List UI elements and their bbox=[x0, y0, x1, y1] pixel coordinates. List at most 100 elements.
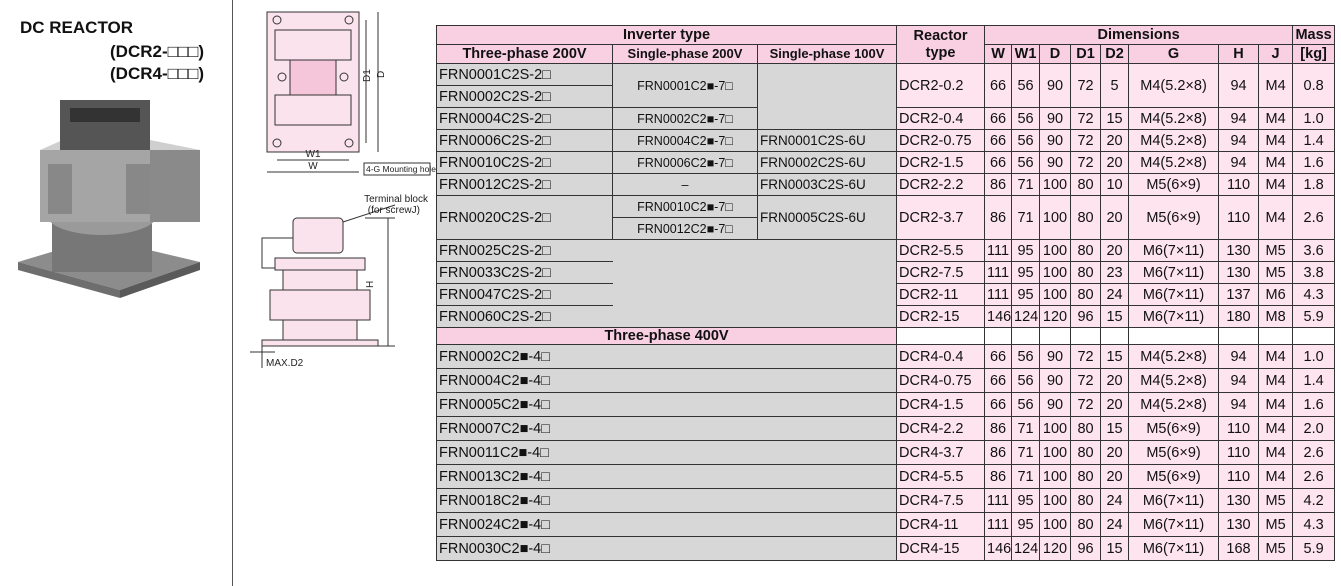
table-cell: FRN0010C2S-2□ bbox=[436, 151, 613, 174]
table-cell: DCR2-3.7 bbox=[896, 195, 986, 240]
table-cell: 80 bbox=[1070, 195, 1102, 240]
table-cell: 56 bbox=[1011, 107, 1041, 130]
table-cell: 100 bbox=[1039, 283, 1072, 306]
table-cell: 86 bbox=[984, 440, 1013, 465]
table-cell: M5 bbox=[1258, 512, 1294, 537]
table-cell: 130 bbox=[1218, 512, 1260, 537]
table-cell: 130 bbox=[1218, 488, 1260, 513]
table-cell: FRN0047C2S-2□ bbox=[436, 283, 613, 306]
table-cell: DCR2-5.5 bbox=[896, 239, 986, 262]
table-row: FRN0006C2S-2□ FRN0004C2■-7□ FRN0001C2S-6U D… bbox=[436, 129, 1336, 152]
table-cell: 56 bbox=[1011, 368, 1041, 393]
table-cell: M6(7×11) bbox=[1128, 283, 1220, 306]
dimension-label: 4-G Mounting hole bbox=[366, 164, 436, 174]
table-cell: 100 bbox=[1039, 440, 1072, 465]
table-cell: 111 bbox=[984, 488, 1013, 513]
table-cell: FRN0006C2S-2□ bbox=[436, 129, 613, 152]
table-cell: 10 bbox=[1100, 173, 1130, 196]
table-cell: 66 bbox=[984, 107, 1013, 130]
table-cell: 80 bbox=[1070, 512, 1102, 537]
header-cell: Mass bbox=[1292, 25, 1336, 45]
table-cell: DCR4-11 bbox=[896, 512, 986, 537]
table-cell: M4 bbox=[1258, 195, 1294, 240]
table-cell: 72 bbox=[1070, 368, 1102, 393]
outline-drawing bbox=[266, 11, 431, 176]
table-cell: 80 bbox=[1070, 261, 1102, 284]
header-cell: D bbox=[1039, 44, 1072, 64]
table-cell: 120 bbox=[1039, 536, 1072, 561]
table-cell: FRN0001C2S-6U bbox=[756, 129, 898, 152]
table-cell: 56 bbox=[1011, 392, 1041, 417]
table-cell: 94 bbox=[1218, 151, 1260, 174]
table-cell: 86 bbox=[984, 173, 1013, 196]
table-cell: 86 bbox=[984, 464, 1013, 489]
table-row: FRN0001C2S-2□ FRN0001C2■-7□ DCR2-0.2 66 56 90… bbox=[436, 63, 1336, 108]
table-cell: M6(7×11) bbox=[1128, 239, 1220, 262]
table-cell: FRN0003C2S-6U bbox=[756, 173, 898, 196]
reactor-table: Inverter type Reactor type Dimensions Ma… bbox=[435, 25, 1336, 561]
table-cell: 20 bbox=[1100, 129, 1130, 152]
table-cell: 71 bbox=[1011, 416, 1041, 441]
table-cell: 72 bbox=[1070, 107, 1102, 130]
table-cell: FRN0010C2■-7□ bbox=[612, 195, 758, 218]
table-cell: FRN0007C2■-4□ bbox=[435, 416, 898, 441]
table-row: FRN0018C2■-4□ DCR4-7.5 111 95 100 80 24 M6(7×11… bbox=[435, 488, 1336, 513]
table-cell: M4 bbox=[1258, 416, 1294, 441]
header-cell: G bbox=[1128, 44, 1220, 64]
table-cell: 1.4 bbox=[1292, 368, 1336, 393]
table-cell: M5 bbox=[1258, 239, 1294, 262]
table-cell: 56 bbox=[1011, 151, 1041, 174]
table-cell: 56 bbox=[1011, 63, 1041, 108]
table-cell: 72 bbox=[1070, 129, 1102, 152]
model-range: (DCR2-□□□) bbox=[110, 42, 205, 61]
table-cell: FRN0006C2■-7□ bbox=[612, 151, 758, 174]
table-cell: 146 bbox=[984, 536, 1013, 561]
table-cell: M4 bbox=[1258, 63, 1294, 108]
table-cell: FRN0025C2S-2□ bbox=[436, 239, 613, 262]
header-cell: Reactor type bbox=[896, 25, 986, 64]
table-cell: 111 bbox=[984, 261, 1013, 284]
table-cell: 110 bbox=[1218, 440, 1260, 465]
table-cell: 15 bbox=[1100, 344, 1130, 369]
table-cell: M4(5.2×8) bbox=[1128, 151, 1220, 174]
table-cell: 94 bbox=[1218, 392, 1260, 417]
table-cell: 20 bbox=[1100, 392, 1130, 417]
table-cell: 20 bbox=[1100, 195, 1130, 240]
table-cell: DCR2-0.4 bbox=[896, 107, 986, 130]
table-cell: M4(5.2×8) bbox=[1128, 344, 1220, 369]
empty-cell bbox=[1218, 327, 1260, 345]
header-cell: W bbox=[984, 44, 1013, 64]
table-cell: 80 bbox=[1070, 239, 1102, 262]
table-cell: M6 bbox=[1258, 283, 1294, 306]
table-row: FRN0012C2S-2□ – FRN0003C2S-6U DCR2-2.2 86 71 1… bbox=[436, 173, 1336, 196]
table-cell: M4 bbox=[1258, 344, 1294, 369]
table-cell: 95 bbox=[1011, 512, 1041, 537]
header-cell: H bbox=[1218, 44, 1260, 64]
table-cell: 90 bbox=[1039, 344, 1072, 369]
table-cell: 90 bbox=[1039, 107, 1072, 130]
table-cell: 95 bbox=[1011, 261, 1041, 284]
callout: Terminal block bbox=[364, 194, 429, 205]
table-cell: FRN0013C2■-4□ bbox=[435, 464, 898, 489]
table-cell: 100 bbox=[1039, 488, 1072, 513]
table-cell: 66 bbox=[984, 368, 1013, 393]
table-cell: 1.8 bbox=[1292, 173, 1336, 196]
table-cell: M4(5.2×8) bbox=[1128, 107, 1220, 130]
table-cell: 80 bbox=[1070, 173, 1102, 196]
dimension-label: D bbox=[376, 71, 387, 78]
table-cell: M4(5.2×8) bbox=[1128, 392, 1220, 417]
table-cell: 124 bbox=[1011, 305, 1041, 328]
table-row: FRN0030C2■-4□ DCR4-15 146 124 120 96 15 M6(7×11… bbox=[435, 536, 1336, 561]
empty-cell bbox=[612, 239, 898, 262]
table-cell: M4 bbox=[1258, 151, 1294, 174]
empty-cell bbox=[1100, 327, 1130, 345]
table-cell: FRN0018C2■-4□ bbox=[435, 488, 898, 513]
table-cell: M4 bbox=[1258, 368, 1294, 393]
table-cell: 1.4 bbox=[1292, 129, 1336, 152]
table-cell: 71 bbox=[1011, 440, 1041, 465]
separator bbox=[232, 0, 233, 586]
table-cell: 94 bbox=[1218, 129, 1260, 152]
table-cell: 100 bbox=[1039, 261, 1072, 284]
table-cell: 90 bbox=[1039, 129, 1072, 152]
table-cell: FRN0033C2S-2□ bbox=[436, 261, 613, 284]
